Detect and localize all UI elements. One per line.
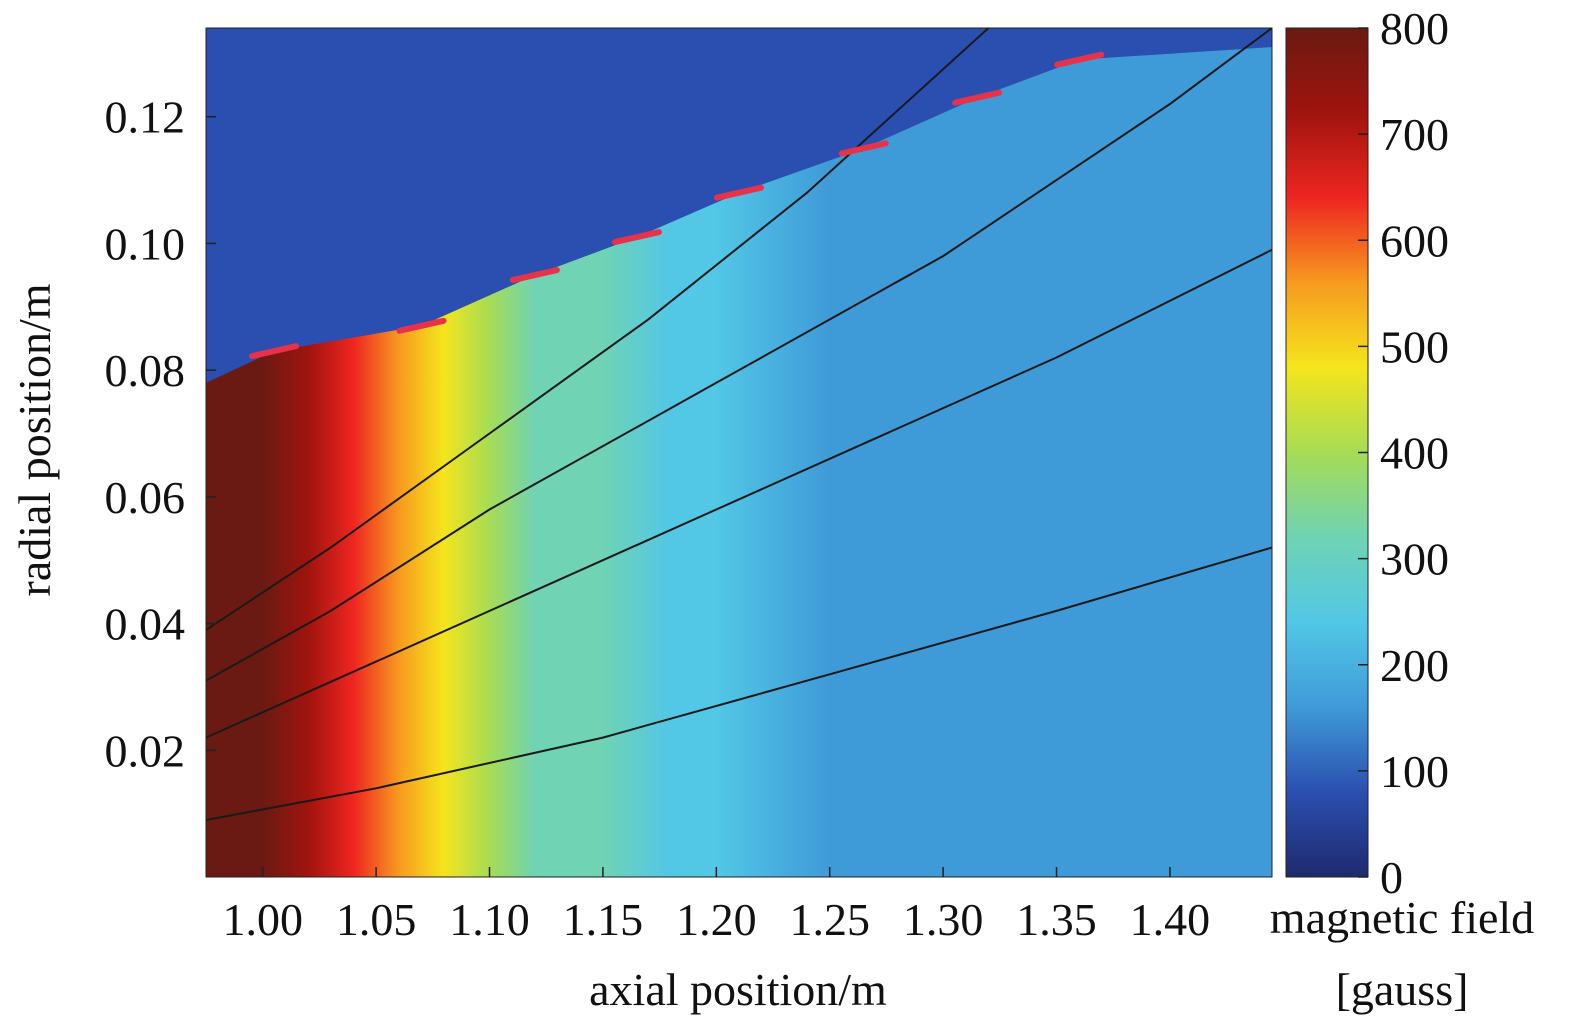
x-axis-ticks: 1.00 1.05 1.10 1.15 1.20 1.25 1.30 1.35 1.40: [222, 867, 1210, 945]
x-tick-label: 1.25: [789, 894, 870, 945]
coil-marker: [1054, 51, 1105, 68]
y-tick-label: 0.12: [105, 92, 186, 143]
x-tick-label: 1.40: [1130, 894, 1211, 945]
colorbar-tick-label: 300: [1380, 534, 1449, 585]
x-tick-label: 1.05: [336, 894, 417, 945]
x-tick-label: 1.15: [563, 894, 644, 945]
y-tick-label: 0.08: [105, 345, 186, 396]
colorbar-tick-label: 200: [1380, 640, 1449, 691]
coil-marker: [249, 343, 300, 360]
x-tick-label: 1.00: [222, 894, 303, 945]
x-tick-label: 1.20: [676, 894, 757, 945]
coil-marker: [952, 89, 1003, 106]
y-axis-title: radial position/m: [9, 283, 60, 596]
plot-frame: [205, 27, 1273, 878]
colorbar-tick-label: 0: [1380, 852, 1403, 903]
colorbar-label-line2: [gauss]: [1336, 964, 1469, 1015]
colorbar-tick-label: 400: [1380, 428, 1449, 479]
field-line: [206, 248, 1272, 739]
coil-marker: [509, 267, 560, 284]
coil-marker: [714, 184, 764, 201]
x-axis-title: axial position/m: [589, 964, 887, 1015]
field-line: [206, 28, 990, 631]
y-tick-label: 0.04: [105, 599, 186, 650]
x-tick-label: 1.30: [903, 894, 984, 945]
colorbar-tick-label: 800: [1380, 3, 1449, 54]
colorbar-tick-label: 100: [1380, 746, 1449, 797]
field-lines: [206, 28, 1272, 821]
coil-markers: [249, 51, 1105, 360]
field-line: [206, 546, 1272, 821]
colorbar-tick-label: 700: [1380, 109, 1449, 160]
y-axis-ticks: 0.02 0.04 0.06 0.08 0.10 0.12: [105, 92, 216, 776]
field-line: [206, 28, 1272, 682]
colorbar-tick-label: 500: [1380, 321, 1449, 372]
x-tick-label: 1.10: [449, 894, 530, 945]
plot-area: [206, 28, 1272, 877]
y-tick-label: 0.10: [105, 218, 186, 269]
outer-field-region: [206, 28, 1272, 383]
x-tick-label: 1.35: [1016, 894, 1097, 945]
coil-marker: [838, 140, 889, 157]
colorbar-label-line1: magnetic field: [1270, 892, 1534, 943]
colorbar-tick-label: 600: [1380, 215, 1449, 266]
y-tick-label: 0.02: [105, 725, 186, 776]
colorbar: [1285, 27, 1369, 878]
coil-marker: [611, 229, 662, 246]
colorbar-ticks: 0 100 200 300 400 500 600 700 800: [1358, 3, 1449, 903]
y-tick-label: 0.06: [105, 472, 186, 523]
coil-marker: [396, 317, 447, 334]
